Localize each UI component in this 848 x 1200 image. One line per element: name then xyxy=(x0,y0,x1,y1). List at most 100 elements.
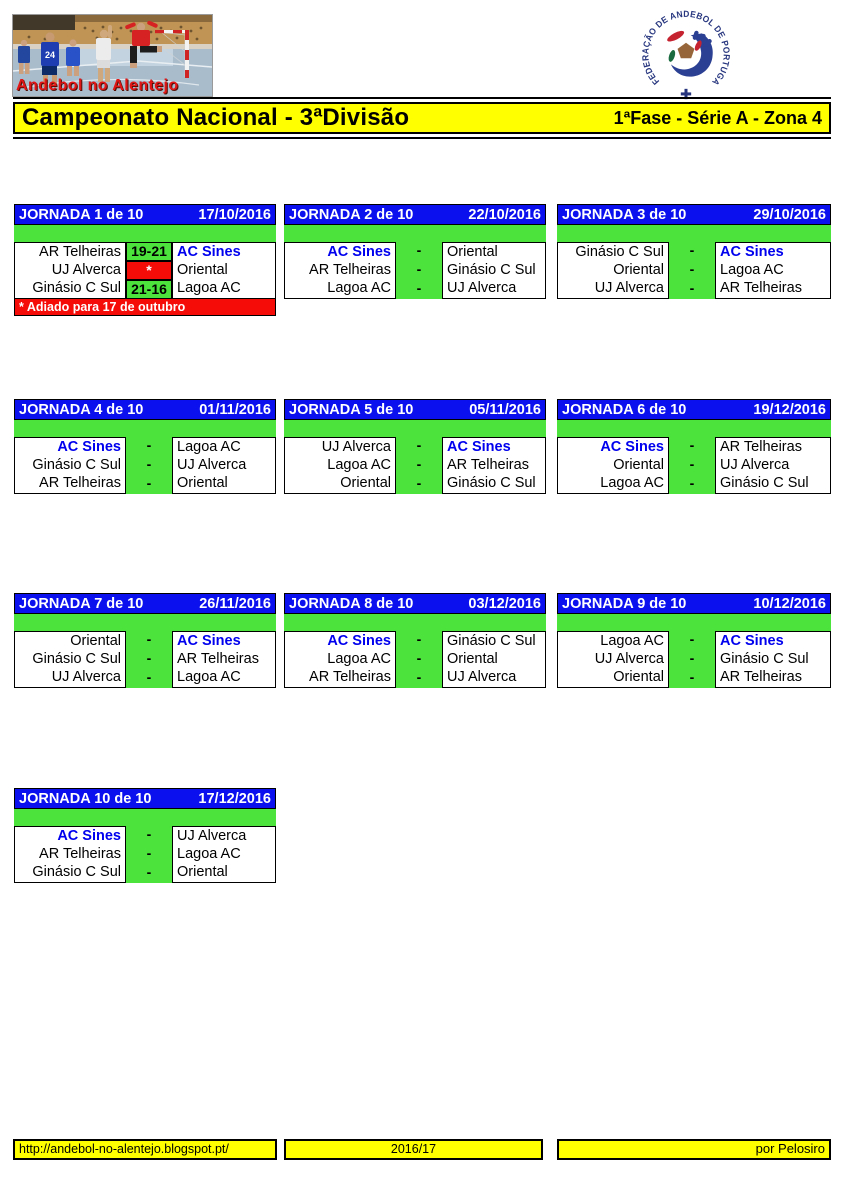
jornada-body: Ginásio C Sul Oriental UJ Alverca - - - AC Sin… xyxy=(557,225,831,299)
away-team-cell: Oriental xyxy=(447,244,498,260)
home-team-cell: UJ Alverca xyxy=(594,280,664,296)
score-cell: - xyxy=(416,456,422,472)
score-cell: * xyxy=(126,261,172,280)
score-cell: - xyxy=(689,280,695,296)
away-teams-box: AR Telheiras UJ Alverca Ginásio C Sul xyxy=(715,437,831,494)
logo-emblem xyxy=(661,29,713,79)
scores-column: - - - xyxy=(396,437,442,494)
jornada-note: * Adiado para 17 de outubro xyxy=(14,299,276,316)
jornada-table: JORNADA 10 de 10 17/12/2016 AC Sines AR Tel… xyxy=(14,788,276,883)
away-team-cell: Lagoa AC xyxy=(177,439,241,455)
away-team-cell: Lagoa AC xyxy=(720,262,784,278)
score-cell: - xyxy=(689,242,695,258)
home-team-cell: AR Telheiras xyxy=(309,669,391,685)
jornada-body: UJ Alverca Lagoa AC Oriental - - - AC Sines AR … xyxy=(284,420,546,494)
score-cell: - xyxy=(416,280,422,296)
jornada-date: 01/11/2016 xyxy=(199,401,271,418)
away-team-cell: Oriental xyxy=(177,262,228,278)
home-team-cell: AC Sines xyxy=(327,633,391,649)
home-team-cell: UJ Alverca xyxy=(51,262,121,278)
score-cell: - xyxy=(416,650,422,666)
title-band: Campeonato Nacional - 3ªDivisão 1ªFase -… xyxy=(13,102,831,134)
away-team-cell: UJ Alverca xyxy=(720,457,790,473)
home-teams-box: Lagoa AC UJ Alverca Oriental xyxy=(557,631,669,688)
score-cell: - xyxy=(689,650,695,666)
home-team-cell: Oriental xyxy=(613,669,664,685)
away-teams-box: Ginásio C Sul Oriental UJ Alverca xyxy=(442,631,546,688)
jornada-header: JORNADA 1 de 10 17/10/2016 xyxy=(14,204,276,225)
jornada-table: JORNADA 2 de 10 22/10/2016 AC Sines AR Telh… xyxy=(284,204,546,299)
jornada-table: JORNADA 1 de 10 17/10/2016 AR Telheiras UJ … xyxy=(14,204,276,316)
score-cell: - xyxy=(689,669,695,685)
score-cell: - xyxy=(416,631,422,647)
footer-credit: por Pelosiro xyxy=(557,1139,831,1160)
home-team-cell: Lagoa AC xyxy=(327,280,391,296)
away-team-cell: Lagoa AC xyxy=(177,669,241,685)
score-cell: - xyxy=(416,261,422,277)
jornada-header: JORNADA 6 de 10 19/12/2016 xyxy=(557,399,831,420)
scores-column: - - - xyxy=(669,242,715,299)
home-team-cell: Lagoa AC xyxy=(327,651,391,667)
score-cell: 19-21 xyxy=(126,242,172,261)
scores-column: - - - xyxy=(669,631,715,688)
score-cell: - xyxy=(146,437,152,453)
away-team-cell: Ginásio C Sul xyxy=(720,475,809,491)
score-cell: - xyxy=(146,650,152,666)
away-team-cell: Lagoa AC xyxy=(177,280,241,296)
home-team-cell: Ginásio C Sul xyxy=(32,864,121,880)
jornada-title: JORNADA 4 de 10 xyxy=(19,401,144,418)
footer-url-link[interactable]: http://andebol-no-alentejo.blogspot.pt/ xyxy=(13,1139,277,1160)
away-team-cell: AC Sines xyxy=(720,244,784,260)
jornada-date: 17/10/2016 xyxy=(198,206,271,223)
home-team-cell: Lagoa AC xyxy=(600,475,664,491)
away-team-cell: AC Sines xyxy=(720,633,784,649)
score-cell: - xyxy=(689,475,695,491)
away-team-cell: Oriental xyxy=(177,864,228,880)
home-teams-box: AC Sines AR Telheiras Ginásio C Sul xyxy=(14,826,126,883)
score-cell: - xyxy=(146,456,152,472)
away-team-cell: AR Telheiras xyxy=(447,457,529,473)
home-team-cell: Oriental xyxy=(613,262,664,278)
jornada-header: JORNADA 9 de 10 10/12/2016 xyxy=(557,593,831,614)
scores-column: 19-21 * 21-16 xyxy=(126,242,172,299)
jornada-date: 29/10/2016 xyxy=(753,206,826,223)
scores-column: - - - xyxy=(126,437,172,494)
score-cell: - xyxy=(146,826,152,842)
away-team-cell: Oriental xyxy=(447,651,498,667)
away-team-cell: Lagoa AC xyxy=(177,846,241,862)
away-team-cell: AR Telheiras xyxy=(720,280,802,296)
jornada-title: JORNADA 1 de 10 xyxy=(19,206,144,223)
home-teams-box: AC Sines Ginásio C Sul AR Telheiras xyxy=(14,437,126,494)
score-cell: - xyxy=(146,669,152,685)
away-team-cell: AC Sines xyxy=(447,439,511,455)
jornada-date: 03/12/2016 xyxy=(468,595,541,612)
away-team-cell: AC Sines xyxy=(177,633,241,649)
home-team-cell: Lagoa AC xyxy=(600,633,664,649)
score-cell: - xyxy=(689,437,695,453)
score-cell: - xyxy=(146,864,152,880)
away-team-cell: UJ Alverca xyxy=(177,828,247,844)
home-team-cell: AC Sines xyxy=(600,439,664,455)
home-team-cell: AC Sines xyxy=(327,244,391,260)
score-cell: - xyxy=(416,475,422,491)
scores-column: - - - xyxy=(126,826,172,883)
scores-column: - - - xyxy=(396,242,442,299)
jornada-table: JORNADA 4 de 10 01/11/2016 AC Sines Ginásio… xyxy=(14,399,276,494)
jornada-header: JORNADA 8 de 10 03/12/2016 xyxy=(284,593,546,614)
home-team-cell: Ginásio C Sul xyxy=(32,280,121,296)
scores-column: - - - xyxy=(396,631,442,688)
jornada-header: JORNADA 3 de 10 29/10/2016 xyxy=(557,204,831,225)
score-cell: - xyxy=(146,845,152,861)
away-teams-box: AC Sines Oriental Lagoa AC xyxy=(172,242,276,299)
score-cell: - xyxy=(689,631,695,647)
jornada-body: Oriental Ginásio C Sul UJ Alverca - - - AC Sin… xyxy=(14,614,276,688)
jornada-header: JORNADA 10 de 10 17/12/2016 xyxy=(14,788,276,809)
away-team-cell: UJ Alverca xyxy=(447,280,517,296)
away-team-cell: Oriental xyxy=(177,475,228,491)
away-team-cell: AR Telheiras xyxy=(720,439,802,455)
away-team-cell: UJ Alverca xyxy=(177,457,247,473)
footer-season: 2016/17 xyxy=(284,1139,543,1160)
home-teams-box: AC Sines Oriental Lagoa AC xyxy=(557,437,669,494)
jornada-date: 19/12/2016 xyxy=(753,401,826,418)
score-cell: 21-16 xyxy=(126,280,172,299)
